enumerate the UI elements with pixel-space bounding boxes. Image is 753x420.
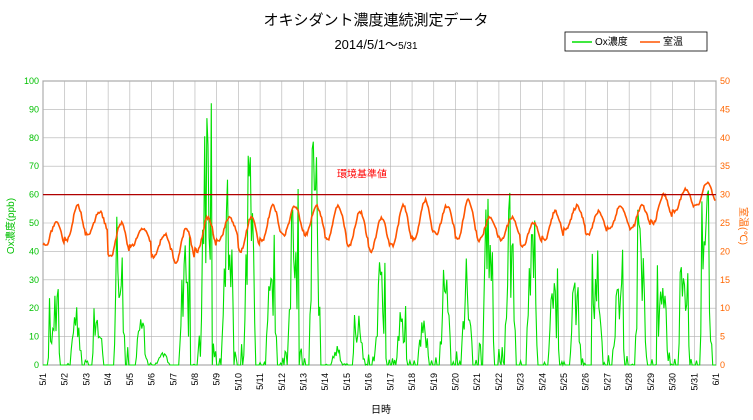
x-tick-label: 5/11 — [255, 373, 265, 390]
right-tick-label: 35 — [720, 161, 730, 171]
x-axis-title: 日時 — [371, 404, 391, 416]
right-tick-label: 5 — [720, 332, 725, 342]
legend-ox-label: Ox濃度 — [595, 35, 628, 48]
right-tick-label: 20 — [720, 246, 730, 256]
chart-subtitle-end: 5/31 — [398, 41, 418, 52]
x-tick-label: 5/6 — [147, 373, 157, 386]
x-tick-label: 5/15 — [342, 373, 352, 391]
temperature-line — [42, 181, 716, 264]
x-tick-label: 5/3 — [81, 373, 91, 386]
legend-box — [564, 31, 708, 52]
left-tick-label: 80 — [29, 133, 39, 143]
temperature-series — [42, 181, 716, 264]
left-tick-label: 0 — [34, 360, 39, 370]
x-tick-label: 5/25 — [559, 373, 569, 391]
x-tick-label: 5/30 — [668, 373, 678, 391]
x-tick-label: 5/9 — [212, 373, 222, 386]
ox-line — [42, 103, 716, 367]
x-tick-label: 5/26 — [581, 373, 591, 391]
right-tick-label: 30 — [720, 190, 730, 200]
x-tick-label: 5/23 — [516, 373, 526, 391]
left-axis-title: Ox濃度(ppb) — [4, 198, 17, 254]
right-axis-ticks: 0 5 10 15 20 25 30 35 40 45 50 — [720, 76, 730, 370]
left-tick-label: 70 — [29, 161, 39, 171]
x-tick-label: 5/21 — [472, 373, 482, 391]
x-tick-label: 5/28 — [624, 373, 634, 391]
x-tick-label: 5/18 — [407, 373, 417, 391]
standard-line-label: 環境基準値 — [337, 168, 387, 181]
x-tick-label: 5/12 — [277, 373, 287, 391]
right-tick-label: 50 — [720, 76, 730, 86]
chart-title: オキシダント濃度連続測定データ — [263, 11, 488, 29]
x-tick-label: 5/31 — [689, 373, 699, 391]
x-tick-label: 5/8 — [190, 373, 200, 386]
x-tick-label: 5/2 — [60, 373, 70, 386]
x-tick-label: 5/27 — [602, 373, 612, 391]
chart-subtitle-date: 2014/5/1～ — [334, 37, 398, 52]
left-tick-label: 60 — [29, 190, 39, 200]
right-axis-title: 室温(℃) — [737, 207, 750, 245]
x-tick-label: 5/20 — [450, 373, 460, 391]
x-tick-label: 5/1 — [38, 373, 48, 386]
x-tick-label: 5/13 — [299, 373, 309, 391]
left-tick-label: 100 — [24, 76, 39, 86]
right-tick-label: 40 — [720, 133, 730, 143]
left-tick-label: 10 — [29, 332, 39, 342]
legend: Ox濃度 室温 — [564, 31, 708, 52]
x-tick-label: 5/16 — [364, 373, 374, 391]
x-tick-label: 5/29 — [646, 373, 656, 391]
x-tick-label: 5/19 — [429, 373, 439, 391]
right-tick-label: 25 — [720, 218, 730, 228]
left-tick-label: 20 — [29, 303, 39, 313]
left-tick-label: 50 — [29, 218, 39, 228]
x-tick-label: 5/14 — [320, 373, 330, 391]
legend-temp-label: 室温 — [663, 35, 683, 48]
left-tick-label: 40 — [29, 246, 39, 256]
left-axis-ticks: 0 10 20 30 40 50 60 70 80 90 100 — [24, 76, 39, 370]
x-tick-label: 5/17 — [385, 373, 395, 391]
ox-series — [42, 103, 716, 367]
x-tick-label: 5/4 — [103, 373, 113, 386]
chart-subtitle: 2014/5/1～5/31 — [334, 37, 418, 52]
right-tick-label: 45 — [720, 104, 730, 114]
x-tick-label: 6/1 — [711, 373, 721, 386]
x-tick-label: 5/5 — [125, 373, 135, 386]
x-tick-label: 5/24 — [537, 373, 547, 391]
right-tick-label: 15 — [720, 275, 730, 285]
left-tick-label: 90 — [29, 104, 39, 114]
right-tick-label: 0 — [720, 360, 725, 370]
x-tick-label: 5/10 — [233, 373, 243, 391]
right-tick-label: 10 — [720, 303, 730, 313]
x-tick-label: 5/7 — [168, 373, 178, 386]
left-tick-label: 30 — [29, 275, 39, 285]
x-tick-label: 5/22 — [494, 373, 504, 391]
x-axis-ticks: 5/1 5/2 5/3 5/4 5/5 5/6 5/7 5/8 5/9 5/10 5/11 5/12 5… — [38, 373, 721, 391]
